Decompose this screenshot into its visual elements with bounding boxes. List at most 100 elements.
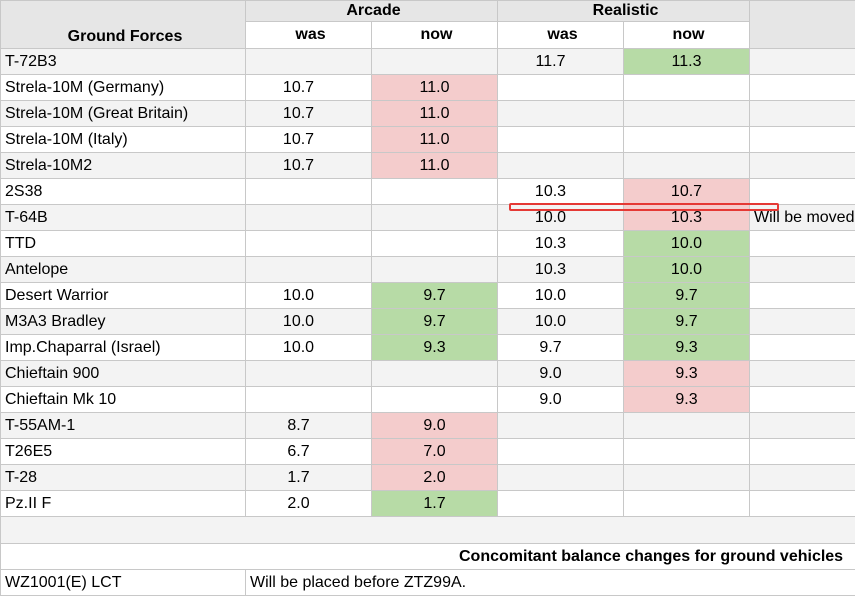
note-cell[interactable]: Will be placed before ZTZ99A. xyxy=(245,569,855,596)
arcade-now-cell[interactable]: 2.0 xyxy=(371,464,498,491)
vehicle-name-cell[interactable]: Strela-10M (Italy) xyxy=(0,126,246,153)
table-row[interactable]: TTD 10.3 10.0 xyxy=(0,230,855,257)
table-row[interactable]: T-28 1.7 2.0 xyxy=(0,464,855,491)
realistic-now-cell[interactable]: 11.3 xyxy=(623,48,750,75)
vehicle-name-cell[interactable]: 2S38 xyxy=(0,178,246,205)
note-cell[interactable] xyxy=(749,282,855,309)
realistic-was-cell[interactable] xyxy=(497,490,624,517)
realistic-was-cell[interactable]: 10.0 xyxy=(497,282,624,309)
table-row[interactable]: Strela-10M (Germany) 10.7 11.0 xyxy=(0,74,855,101)
arcade-now-cell[interactable] xyxy=(371,204,498,231)
realistic-now-cell[interactable]: 10.7 xyxy=(623,178,750,205)
table-row[interactable]: T-72B3 11.7 11.3 xyxy=(0,48,855,75)
realistic-was-cell[interactable]: 10.3 xyxy=(497,256,624,283)
table-row[interactable]: Strela-10M (Italy) 10.7 11.0 xyxy=(0,126,855,153)
arcade-was-cell[interactable]: 10.7 xyxy=(245,100,372,127)
arcade-was-cell[interactable] xyxy=(245,204,372,231)
note-cell[interactable] xyxy=(749,256,855,283)
note-cell[interactable] xyxy=(749,490,855,517)
realistic-now-cell[interactable]: 9.3 xyxy=(623,386,750,413)
vehicle-name-cell[interactable]: T-55AM-1 xyxy=(0,412,246,439)
arcade-now-cell[interactable]: 9.7 xyxy=(371,282,498,309)
table-row[interactable]: Imp.Chaparral (Israel) 10.0 9.3 9.7 9.3 xyxy=(0,334,855,361)
table-row[interactable]: Strela-10M (Great Britain) 10.7 11.0 xyxy=(0,100,855,127)
realistic-was-cell[interactable]: 11.7 xyxy=(497,48,624,75)
table-row[interactable]: Chieftain Mk 10 9.0 9.3 xyxy=(0,386,855,413)
vehicle-name-cell[interactable]: Strela-10M2 xyxy=(0,152,246,179)
vehicle-name-cell[interactable]: T-72B3 xyxy=(0,48,246,75)
table-row[interactable]: M3A3 Bradley 10.0 9.7 10.0 9.7 xyxy=(0,308,855,335)
vehicle-name-cell[interactable]: T-64B xyxy=(0,204,246,231)
arcade-was-cell[interactable] xyxy=(245,386,372,413)
realistic-now-cell[interactable]: 9.3 xyxy=(623,334,750,361)
arcade-was-cell[interactable] xyxy=(245,360,372,387)
vehicle-name-cell[interactable]: Pz.II F xyxy=(0,490,246,517)
arcade-now-cell[interactable] xyxy=(371,360,498,387)
arcade-was-cell[interactable]: 1.7 xyxy=(245,464,372,491)
arcade-now-cell[interactable] xyxy=(371,48,498,75)
note-cell[interactable] xyxy=(749,464,855,491)
arcade-was-cell[interactable]: 10.7 xyxy=(245,152,372,179)
note-cell[interactable] xyxy=(749,178,855,205)
arcade-was-cell[interactable] xyxy=(245,48,372,75)
vehicle-name-cell[interactable]: Strela-10M (Germany) xyxy=(0,74,246,101)
vehicle-name-cell[interactable]: TTD xyxy=(0,230,246,257)
note-cell[interactable] xyxy=(749,334,855,361)
realistic-was-cell[interactable] xyxy=(497,100,624,127)
vehicle-name-cell[interactable]: Chieftain Mk 10 xyxy=(0,386,246,413)
realistic-was-cell[interactable] xyxy=(497,464,624,491)
table-row[interactable]: T-64B 10.0 10.3 Will be moved xyxy=(0,204,855,231)
realistic-was-cell[interactable] xyxy=(497,412,624,439)
arcade-now-cell[interactable] xyxy=(371,178,498,205)
arcade-was-cell[interactable] xyxy=(245,230,372,257)
realistic-now-cell[interactable] xyxy=(623,438,750,465)
realistic-now-cell[interactable]: 9.7 xyxy=(623,308,750,335)
arcade-was-cell[interactable]: 10.7 xyxy=(245,74,372,101)
table-row[interactable]: Strela-10M2 10.7 11.0 xyxy=(0,152,855,179)
realistic-now-cell[interactable]: 9.7 xyxy=(623,282,750,309)
arcade-now-cell[interactable]: 9.3 xyxy=(371,334,498,361)
arcade-was-cell[interactable]: 10.0 xyxy=(245,282,372,309)
arcade-now-cell[interactable] xyxy=(371,230,498,257)
realistic-was-cell[interactable]: 9.7 xyxy=(497,334,624,361)
table-row[interactable]: Chieftain 900 9.0 9.3 xyxy=(0,360,855,387)
arcade-was-cell[interactable] xyxy=(245,256,372,283)
arcade-was-cell[interactable]: 10.0 xyxy=(245,334,372,361)
table-row[interactable]: T-55AM-1 8.7 9.0 xyxy=(0,412,855,439)
arcade-now-cell[interactable]: 11.0 xyxy=(371,74,498,101)
note-cell[interactable] xyxy=(749,100,855,127)
table-row[interactable]: 2S38 10.3 10.7 xyxy=(0,178,855,205)
note-cell[interactable] xyxy=(749,438,855,465)
realistic-was-cell[interactable] xyxy=(497,74,624,101)
arcade-was-cell[interactable]: 10.0 xyxy=(245,308,372,335)
table-row[interactable]: Antelope 10.3 10.0 xyxy=(0,256,855,283)
vehicle-name-cell[interactable]: Chieftain 900 xyxy=(0,360,246,387)
arcade-now-cell[interactable]: 7.0 xyxy=(371,438,498,465)
realistic-now-cell[interactable] xyxy=(623,412,750,439)
realistic-was-cell[interactable]: 10.3 xyxy=(497,230,624,257)
realistic-now-cell[interactable] xyxy=(623,74,750,101)
arcade-was-cell[interactable] xyxy=(245,178,372,205)
table-row[interactable]: Pz.II F 2.0 1.7 xyxy=(0,490,855,517)
realistic-was-cell[interactable]: 10.0 xyxy=(497,308,624,335)
realistic-was-cell[interactable]: 10.0 xyxy=(497,204,624,231)
realistic-now-cell[interactable] xyxy=(623,152,750,179)
realistic-was-cell[interactable]: 9.0 xyxy=(497,360,624,387)
note-cell[interactable] xyxy=(749,126,855,153)
note-cell[interactable] xyxy=(749,308,855,335)
realistic-was-cell[interactable] xyxy=(497,438,624,465)
arcade-now-cell[interactable] xyxy=(371,386,498,413)
realistic-was-cell[interactable]: 9.0 xyxy=(497,386,624,413)
vehicle-name-cell[interactable]: Imp.Chaparral (Israel) xyxy=(0,334,246,361)
realistic-now-cell[interactable] xyxy=(623,490,750,517)
realistic-now-cell[interactable]: 10.0 xyxy=(623,230,750,257)
realistic-now-cell[interactable] xyxy=(623,464,750,491)
arcade-now-cell[interactable]: 11.0 xyxy=(371,152,498,179)
section-row[interactable]: WZ1001(E) LCT Will be placed before ZTZ99… xyxy=(0,569,855,596)
arcade-now-cell[interactable]: 11.0 xyxy=(371,126,498,153)
arcade-now-cell[interactable] xyxy=(371,256,498,283)
arcade-now-cell[interactable]: 9.7 xyxy=(371,308,498,335)
vehicle-name-cell[interactable]: T-28 xyxy=(0,464,246,491)
arcade-was-cell[interactable]: 2.0 xyxy=(245,490,372,517)
vehicle-name-cell[interactable]: M3A3 Bradley xyxy=(0,308,246,335)
